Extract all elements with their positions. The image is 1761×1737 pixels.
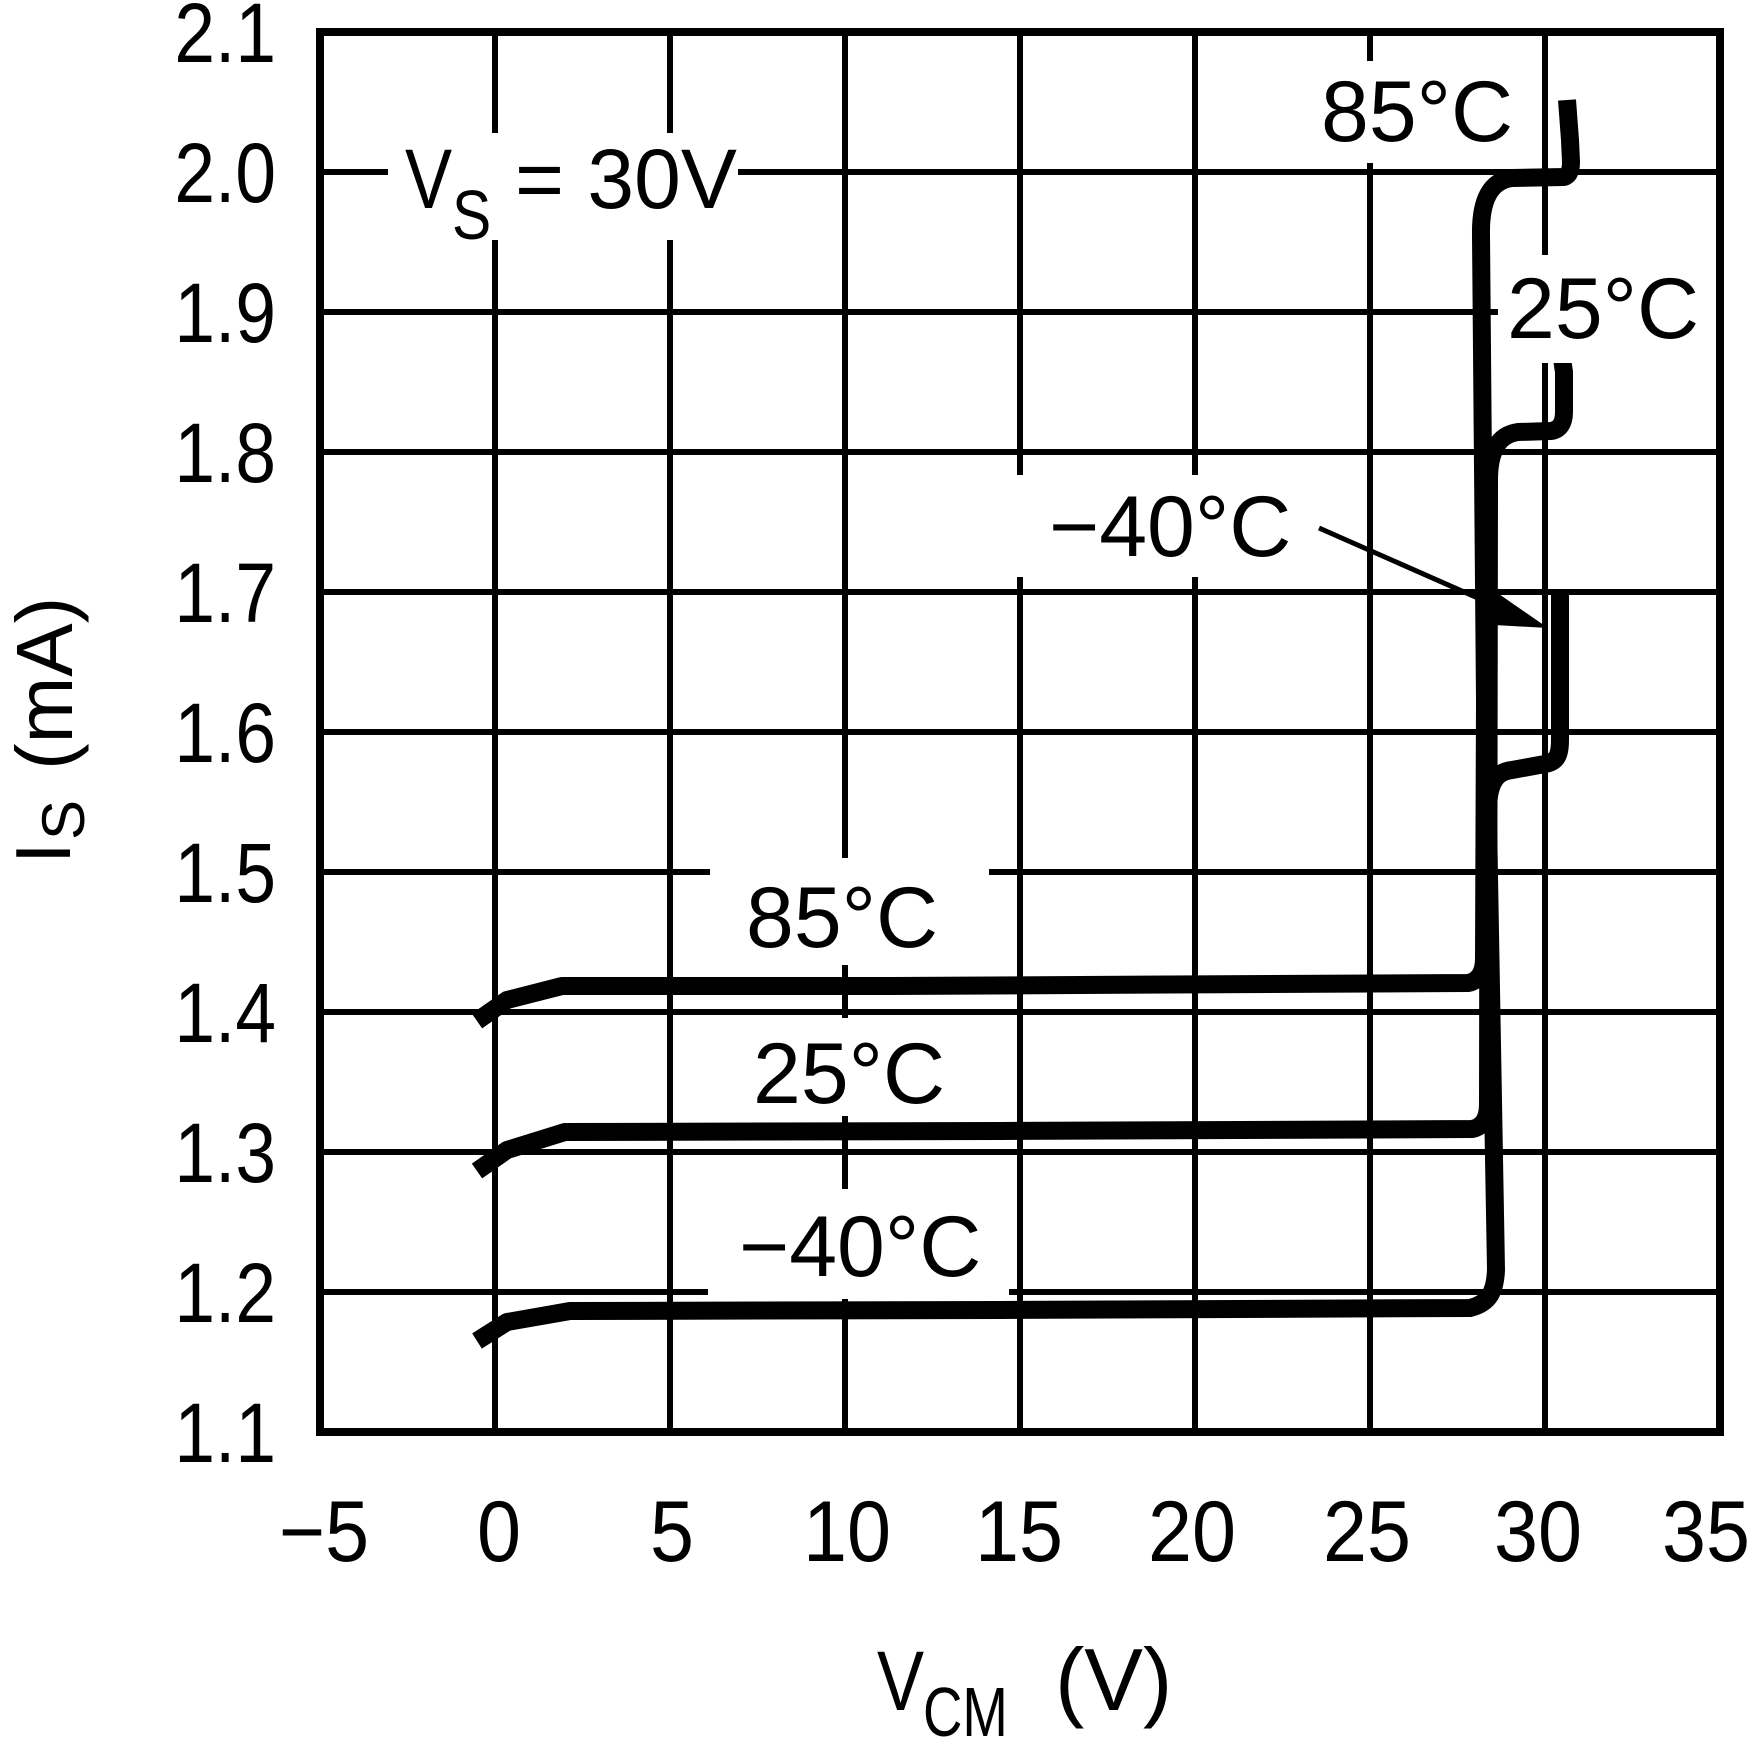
svg-text:CM: CM [923,1674,1008,1737]
svg-text:−5: −5 [279,1483,369,1580]
svg-text:1.5: 1.5 [174,826,276,920]
svg-text:V: V [877,1635,924,1728]
svg-text:1.8: 1.8 [174,406,276,500]
svg-text:20: 20 [1148,1483,1236,1580]
svg-text:I: I [0,842,87,864]
svg-text:1.1: 1.1 [174,1386,276,1480]
svg-text:25°C: 25°C [1507,261,1699,357]
svg-text:1.2: 1.2 [174,1246,276,1340]
svg-text:S: S [30,800,97,840]
svg-text:−40°C: −40°C [739,1199,981,1295]
svg-text:1.4: 1.4 [174,966,276,1060]
svg-text:= 30V: = 30V [515,132,737,226]
svg-text:25°C: 25°C [753,1026,945,1122]
svg-text:85°C: 85°C [1321,64,1513,160]
svg-text:30: 30 [1494,1483,1582,1580]
svg-text:(V): (V) [1055,1630,1172,1729]
svg-text:25: 25 [1323,1483,1411,1580]
svg-text:35: 35 [1662,1483,1750,1580]
svg-text:1.9: 1.9 [174,266,276,360]
svg-text:15: 15 [975,1483,1063,1580]
svg-text:−40°C: −40°C [1049,479,1291,575]
svg-text:V: V [405,133,452,226]
svg-text:5: 5 [650,1483,694,1580]
svg-text:85°C: 85°C [746,870,938,966]
svg-text:1.3: 1.3 [174,1106,276,1200]
svg-text:10: 10 [803,1483,891,1580]
svg-text:2.0: 2.0 [174,126,276,220]
svg-text:1.7: 1.7 [174,546,276,640]
svg-text:S: S [452,175,491,254]
svg-text:0: 0 [477,1483,521,1580]
svg-text:2.1: 2.1 [174,0,276,80]
svg-text:1.6: 1.6 [174,686,276,780]
svg-text:(mA): (mA) [0,597,89,770]
